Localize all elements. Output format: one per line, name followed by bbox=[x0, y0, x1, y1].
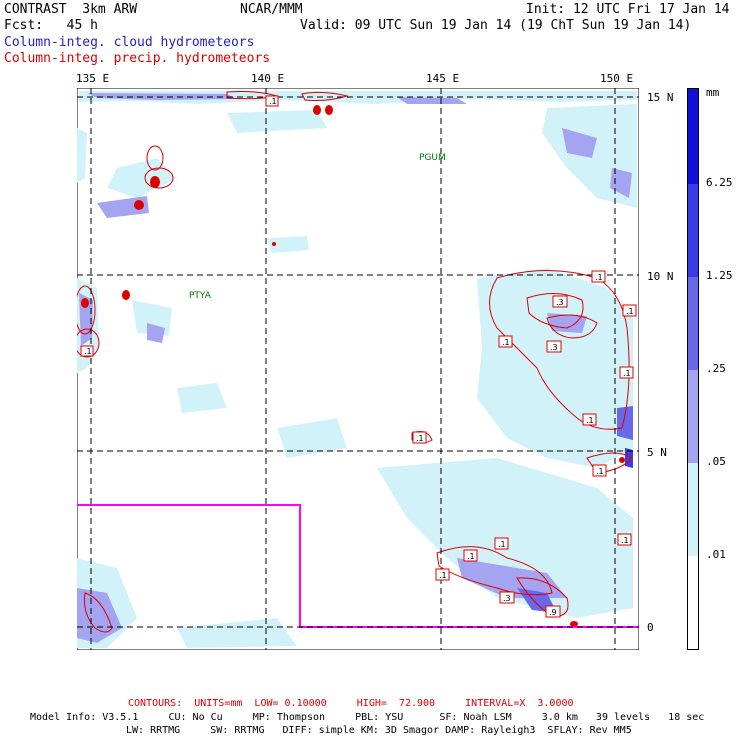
forecast-hour: Fcst: 45 h bbox=[4, 18, 98, 33]
contour-label: .1 bbox=[265, 95, 279, 107]
contour-label: .1 bbox=[617, 533, 632, 546]
svg-text:.9: .9 bbox=[549, 608, 557, 617]
lat-label-15n: 15 N bbox=[647, 91, 674, 104]
lon-label-145: 145 E bbox=[426, 72, 460, 85]
colorbar-level: 1.25 bbox=[706, 269, 733, 282]
precip-maxima bbox=[81, 105, 625, 627]
colorbar-level: 6.25 bbox=[706, 176, 733, 189]
lon-label-150: 150 E bbox=[600, 72, 634, 85]
svg-text:.1: .1 bbox=[439, 571, 447, 580]
colorbar-level: .25 bbox=[706, 362, 726, 375]
lat-label-10n: 10 N bbox=[647, 270, 674, 283]
field-cloud-legend: Column-integ. cloud hydrometeors bbox=[4, 35, 255, 50]
svg-text:.1: .1 bbox=[467, 552, 475, 561]
svg-text:.1: .1 bbox=[84, 347, 92, 356]
contour-label: .1 bbox=[582, 413, 597, 426]
svg-text:.1: .1 bbox=[596, 467, 604, 476]
svg-text:.1: .1 bbox=[586, 416, 594, 425]
contour-info: CONTOURS: UNITS=mm LOW= 0.10000 HIGH= 72… bbox=[128, 698, 574, 709]
svg-text:.1: .1 bbox=[498, 540, 506, 549]
svg-text:.1: .1 bbox=[416, 434, 424, 443]
contour-label: .1 bbox=[463, 549, 478, 562]
svg-text:.1: .1 bbox=[269, 97, 277, 106]
contour-label: .1 bbox=[412, 431, 427, 444]
lon-label-140: 140 E bbox=[251, 72, 285, 85]
svg-text:.3: .3 bbox=[503, 594, 511, 603]
contour-label: .1 bbox=[591, 270, 606, 283]
station-ptya: PTYA bbox=[189, 291, 212, 301]
contour-label: .1 bbox=[619, 366, 634, 379]
lon-label-135: 135 E bbox=[76, 72, 110, 85]
contour-label: .1 bbox=[592, 464, 607, 477]
colorbar-bin bbox=[688, 463, 698, 556]
svg-text:.3: .3 bbox=[550, 343, 558, 352]
svg-text:.1: .1 bbox=[502, 338, 510, 347]
colorbar-bin bbox=[688, 556, 698, 649]
field-precip-legend: Column-integ. precip. hydrometeors bbox=[4, 51, 271, 66]
contour-label: .3 bbox=[546, 340, 562, 353]
svg-text:.1: .1 bbox=[626, 307, 634, 316]
contour-label: .3 bbox=[552, 295, 568, 308]
contour-label: .3 bbox=[499, 591, 515, 604]
init-time: Init: 12 UTC Fri 17 Jan 14 bbox=[526, 2, 730, 17]
svg-text:.1: .1 bbox=[623, 369, 631, 378]
contour-label: .1 bbox=[622, 304, 637, 317]
contour-label: .1 bbox=[498, 335, 513, 348]
colorbar-bin bbox=[688, 89, 698, 184]
colorbar bbox=[687, 88, 699, 650]
colorbar-unit: mm bbox=[706, 86, 720, 99]
model-info-line1: Model Info: V3.5.1 CU: No Cu MP: Thompso… bbox=[30, 712, 705, 723]
model-info-line2: LW: RRTMG SW: RRTMG DIFF: simple KM: 3D … bbox=[126, 725, 632, 736]
org-label: NCAR/MMM bbox=[240, 2, 303, 17]
colorbar-level: .01 bbox=[706, 548, 726, 561]
colorbar-bin bbox=[688, 277, 698, 370]
contour-label: .1 bbox=[494, 537, 509, 550]
station-pgum: PGUM bbox=[419, 153, 446, 163]
svg-text:.1: .1 bbox=[595, 273, 603, 282]
contour-label: .1 bbox=[80, 345, 94, 357]
lat-label-5n: 5 N bbox=[647, 446, 667, 459]
svg-text:.3: .3 bbox=[556, 298, 564, 307]
colorbar-level: .05 bbox=[706, 455, 726, 468]
contour-label: .1 bbox=[435, 568, 450, 581]
map-panel: PGUM PTYA .1 .1 .1 .1 .3 .1 .3 .1 .1 .1 … bbox=[77, 88, 639, 650]
lat-label-0: 0 bbox=[647, 621, 654, 634]
colorbar-bin bbox=[688, 370, 698, 463]
contour-label: .9 bbox=[545, 605, 561, 618]
valid-time: Valid: 09 UTC Sun 19 Jan 14 (19 ChT Sun … bbox=[300, 18, 692, 33]
colorbar-bin bbox=[688, 184, 698, 277]
svg-text:.1: .1 bbox=[621, 536, 629, 545]
model-title: CONTRAST 3km ARW bbox=[4, 2, 138, 17]
lat-lon-grid bbox=[77, 88, 639, 650]
